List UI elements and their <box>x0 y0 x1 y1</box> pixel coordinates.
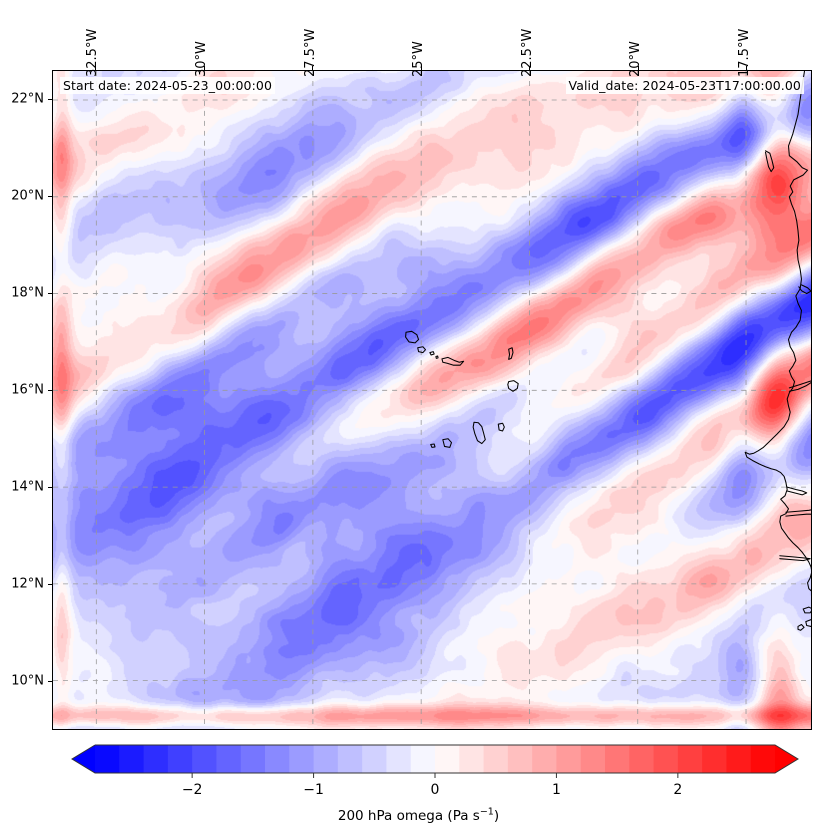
latitude-tick-4: 14°N <box>11 479 44 495</box>
latitude-tick-2: 18°N <box>11 285 44 301</box>
latitude-tick-6: 10°N <box>11 673 44 689</box>
map-axes: Start date: 2024-05-23_00:00:00 Valid_da… <box>52 70 812 730</box>
colorbar-axis-label: 200 hPa omega (Pa s−1) <box>0 806 837 824</box>
latitude-tick-5: 12°N <box>11 576 44 592</box>
start-date-annotation: Start date: 2024-05-23_00:00:00 <box>60 77 276 94</box>
colorbar-tick-0: −2 <box>181 782 203 798</box>
y-tick-mark-6 <box>48 680 52 682</box>
longitude-tick-1: 30°W <box>194 41 209 77</box>
y-tick-mark-1 <box>48 195 52 197</box>
colorbar-label-text: 200 hPa omega (Pa s−1) <box>337 806 500 824</box>
x-tick-mark-0 <box>94 66 96 70</box>
omega-field-heatmap <box>53 71 811 729</box>
valid-date-annotation: Valid_date: 2024-05-23T17:00:00.00 <box>565 77 804 94</box>
x-tick-mark-1 <box>203 66 205 70</box>
latitude-tick-0: 22°N <box>11 91 44 107</box>
y-tick-mark-4 <box>48 486 52 488</box>
colorbar-gradient <box>71 744 799 778</box>
longitude-tick-5: 20°W <box>628 41 644 77</box>
colorbar-tick-1: −1 <box>303 782 324 798</box>
y-tick-mark-2 <box>48 292 52 294</box>
colorbar-tick-3: 1 <box>551 782 561 798</box>
longitude-tick-2: 27.5°W <box>302 28 318 77</box>
latitude-tick-3: 16°N <box>11 382 44 398</box>
y-tick-mark-0 <box>48 98 52 100</box>
x-tick-mark-6 <box>746 66 748 70</box>
longitude-tick-4: 22.5°W <box>519 28 535 77</box>
longitude-tick-3: 25°W <box>411 41 427 77</box>
colorbar: −2 −1 0 1 2 200 hPa omega (Pa s−1) <box>0 740 837 839</box>
x-tick-mark-3 <box>420 66 422 70</box>
x-tick-mark-4 <box>529 66 531 70</box>
y-tick-mark-5 <box>48 583 52 585</box>
colorbar-tick-4: 2 <box>673 782 683 798</box>
y-tick-mark-3 <box>48 389 52 391</box>
longitude-tick-6: 17.5°W <box>736 28 752 77</box>
x-tick-mark-5 <box>637 66 639 70</box>
x-tick-mark-2 <box>312 66 314 70</box>
longitude-tick-0: 32.5°W <box>85 28 101 77</box>
colorbar-tick-2: 0 <box>430 782 440 798</box>
latitude-tick-1: 20°N <box>11 188 44 204</box>
